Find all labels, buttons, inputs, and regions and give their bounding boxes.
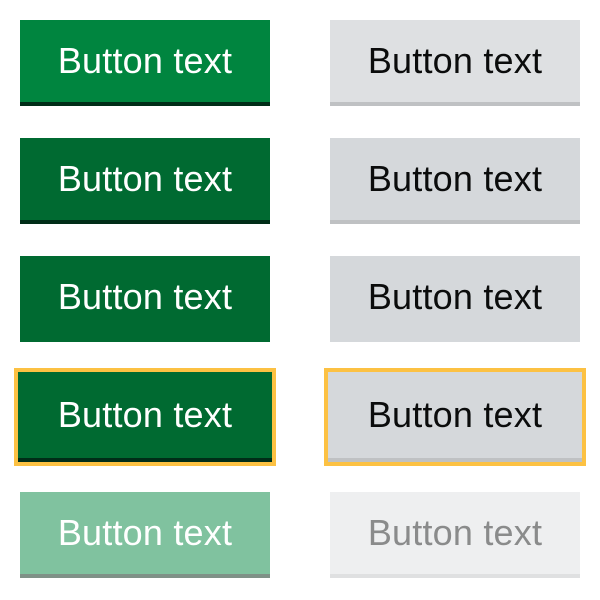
secondary-button-hover[interactable]: Button text bbox=[330, 138, 580, 224]
primary-button-focus-ring: Button text bbox=[14, 368, 276, 466]
primary-button-hover[interactable]: Button text bbox=[20, 138, 270, 224]
secondary-button-focus[interactable]: Button text bbox=[328, 372, 582, 462]
primary-button-disabled: Button text bbox=[20, 492, 270, 578]
primary-button-active[interactable]: Button text bbox=[20, 256, 270, 342]
secondary-button-default[interactable]: Button text bbox=[330, 20, 580, 106]
secondary-button-focus-ring: Button text bbox=[324, 368, 586, 466]
secondary-button-active[interactable]: Button text bbox=[330, 256, 580, 342]
primary-button-default[interactable]: Button text bbox=[20, 20, 270, 106]
primary-button-focus[interactable]: Button text bbox=[18, 372, 272, 462]
secondary-button-disabled: Button text bbox=[330, 492, 580, 578]
